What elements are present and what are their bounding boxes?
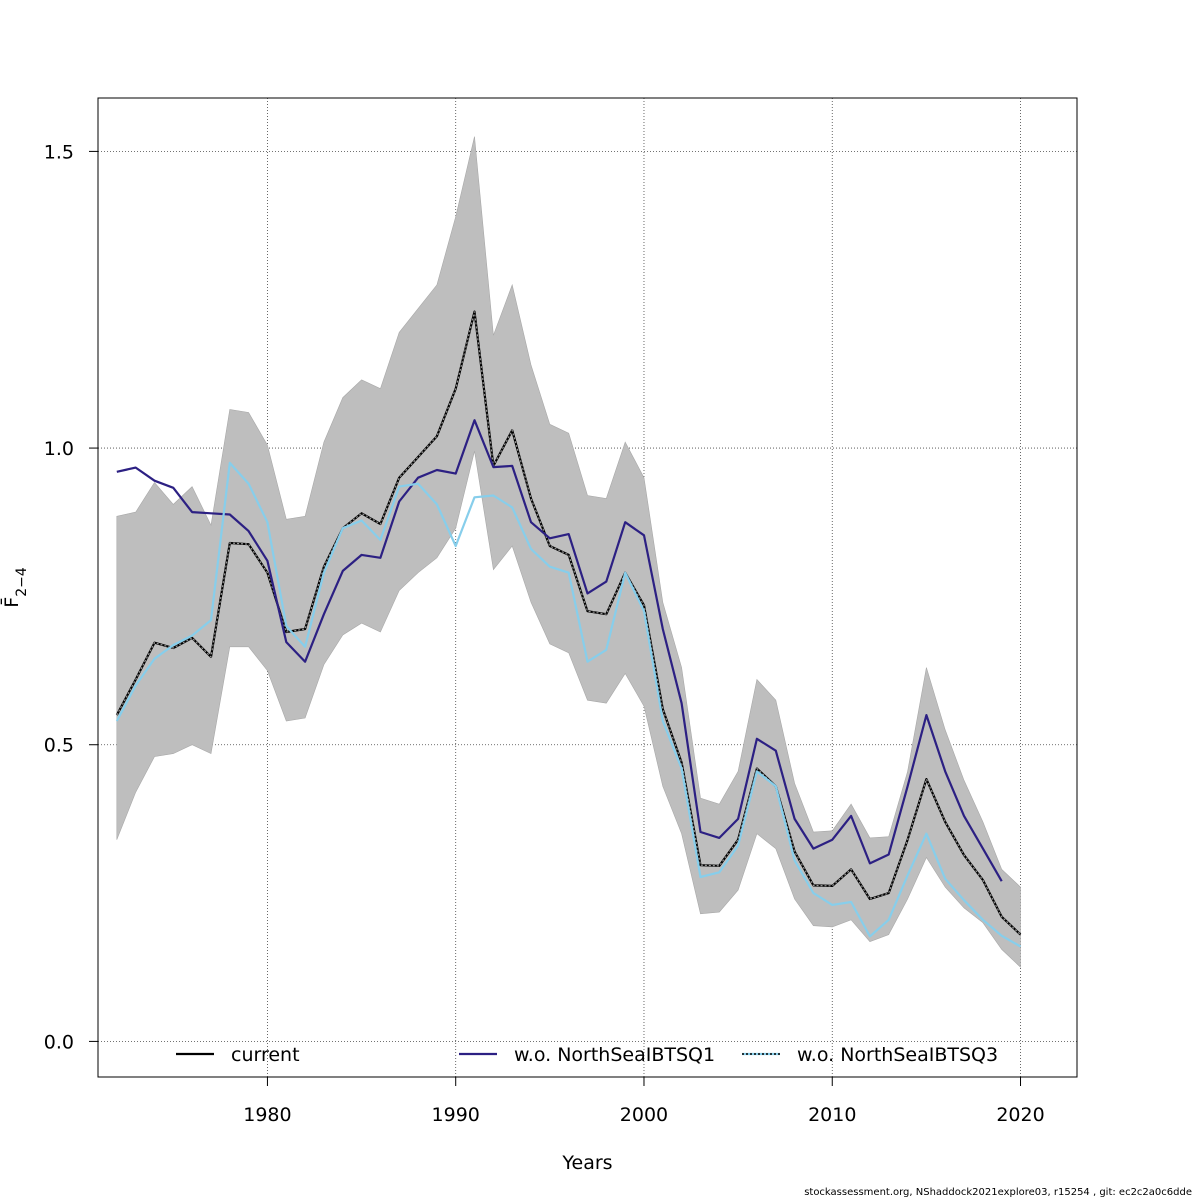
y-tick-label-2: 1.0 [44, 438, 74, 460]
legend: current w.o. NorthSeaIBTSQ1 w.o. NorthSeaI… [176, 1044, 998, 1066]
confidence-band [116, 136, 1021, 968]
legend-label-wo-northseaibtsq3: w.o. NorthSeaIBTSQ3 [797, 1044, 998, 1066]
y-axis: 0.0 0.5 1.0 1.5 [44, 141, 98, 1053]
plot-frame [97, 97, 1078, 1078]
legend-label-current: current [231, 1044, 300, 1066]
series-lines [115, 310, 1022, 948]
x-axis: 1980 1990 2000 2010 2020 [243, 1077, 1045, 1126]
x-tick-label-2: 2000 [620, 1104, 668, 1126]
confidence-band-area [116, 136, 1021, 968]
x-tick-label-0: 1980 [243, 1104, 291, 1126]
legend-label-wo-northseaibtsq1: w.o. NorthSeaIBTSQ1 [514, 1044, 715, 1066]
y-tick-label-3: 1.5 [44, 141, 74, 163]
x-tick-label-4: 2020 [996, 1104, 1044, 1126]
footer-credit: stockassessment.org, NShaddock2021explor… [804, 1187, 1192, 1198]
legend-item-wo-northseaibtsq3: w.o. NorthSeaIBTSQ3 [742, 1044, 998, 1066]
y-axis-title-sub: 2−4 [14, 567, 30, 597]
legend-item-current: current [176, 1044, 300, 1066]
series-line-current-overlay [116, 311, 1021, 935]
x-axis-title: Years [561, 1152, 612, 1174]
y-axis-title: F̄2−4 [0, 567, 30, 608]
svg-text:F̄2−4: F̄2−4 [0, 567, 30, 608]
series-line-wo-northseaibtsq3 [115, 461, 1022, 948]
series-line-wo-northseaibtsq1 [116, 419, 1003, 882]
legend-item-wo-northseaibtsq1: w.o. NorthSeaIBTSQ1 [459, 1044, 715, 1066]
y-tick-label-1: 0.5 [44, 735, 74, 757]
y-tick-label-0: 0.0 [44, 1031, 74, 1053]
x-tick-label-3: 2010 [808, 1104, 856, 1126]
y-axis-title-main: F̄ [0, 597, 23, 608]
x-tick-label-1: 1990 [432, 1104, 480, 1126]
